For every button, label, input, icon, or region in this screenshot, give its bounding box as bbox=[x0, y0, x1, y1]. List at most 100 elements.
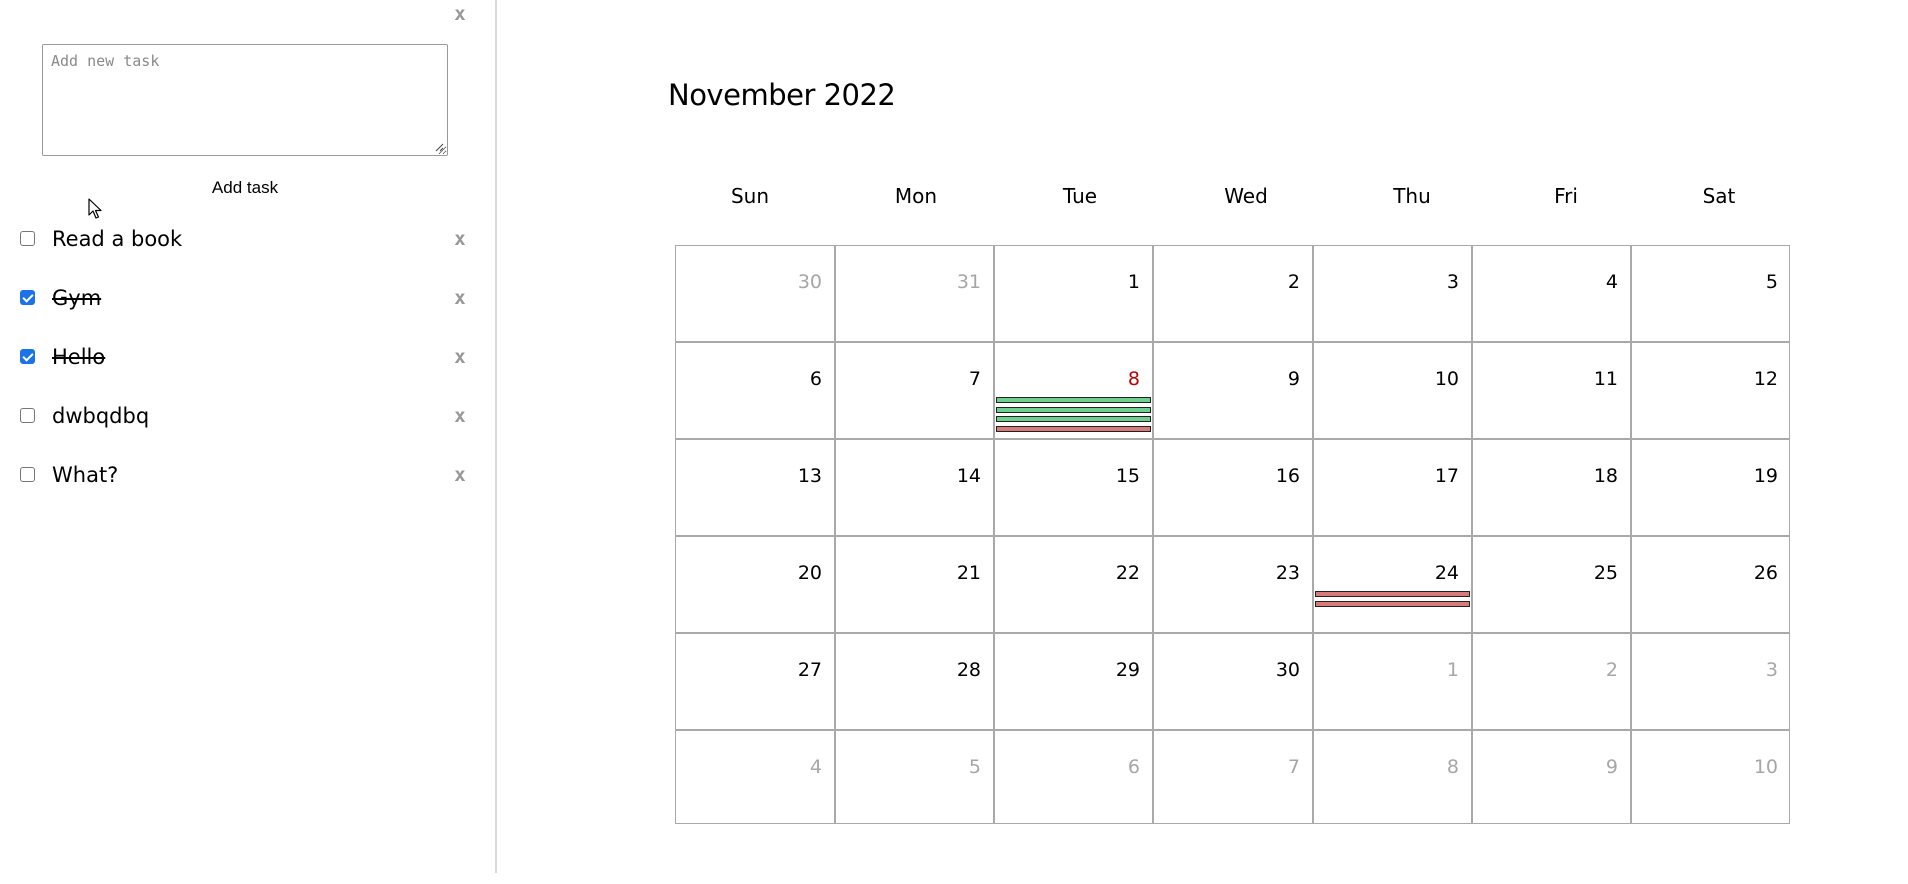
day-cell[interactable]: 20 bbox=[676, 537, 836, 634]
day-cell[interactable]: 3 bbox=[1632, 634, 1790, 731]
day-cell[interactable]: 21 bbox=[836, 537, 995, 634]
day-number: 16 bbox=[1275, 465, 1300, 487]
task-checkbox[interactable] bbox=[20, 290, 35, 305]
task-checkbox[interactable] bbox=[20, 349, 35, 364]
day-cell[interactable]: 9 bbox=[1473, 731, 1632, 824]
remove-task-button[interactable]: x bbox=[454, 405, 466, 427]
day-cell[interactable]: 26 bbox=[1632, 537, 1790, 634]
day-number: 17 bbox=[1434, 465, 1459, 487]
day-number: 3 bbox=[1446, 271, 1459, 293]
day-number: 12 bbox=[1753, 368, 1778, 390]
day-number: 26 bbox=[1753, 562, 1778, 584]
day-cell[interactable]: 25 bbox=[1473, 537, 1632, 634]
day-number: 1 bbox=[1446, 659, 1459, 681]
day-number: 9 bbox=[1287, 368, 1300, 390]
remove-task-button[interactable]: x bbox=[454, 228, 466, 250]
remove-task-button[interactable]: x bbox=[454, 287, 466, 309]
task-checkbox[interactable] bbox=[20, 408, 35, 423]
day-number: 23 bbox=[1275, 562, 1300, 584]
weekday-label: Wed bbox=[1224, 184, 1268, 208]
day-cell[interactable]: 10 bbox=[1632, 731, 1790, 824]
day-cell[interactable]: 1 bbox=[995, 246, 1154, 343]
day-cell[interactable]: 30 bbox=[676, 246, 836, 343]
day-number: 22 bbox=[1115, 562, 1140, 584]
day-cell[interactable]: 4 bbox=[676, 731, 836, 824]
day-number: 19 bbox=[1753, 465, 1778, 487]
task-checkbox[interactable] bbox=[20, 231, 35, 246]
weekday-label: Tue bbox=[1062, 184, 1098, 208]
pending-task-bar[interactable] bbox=[996, 425, 1151, 432]
weekday-label: Sat bbox=[1702, 184, 1736, 208]
day-number: 10 bbox=[1753, 756, 1778, 778]
day-cell[interactable]: 2 bbox=[1154, 246, 1314, 343]
day-number: 15 bbox=[1115, 465, 1140, 487]
day-cell[interactable]: 2 bbox=[1473, 634, 1632, 731]
day-cell[interactable]: 10 bbox=[1314, 343, 1473, 440]
day-number: 8 bbox=[1127, 368, 1140, 390]
day-cell[interactable]: 19 bbox=[1632, 440, 1790, 537]
day-cell[interactable]: 31 bbox=[836, 246, 995, 343]
completed-task-bar[interactable] bbox=[996, 416, 1151, 422]
day-cell[interactable]: 3 bbox=[1314, 246, 1473, 343]
day-cell[interactable]: 9 bbox=[1154, 343, 1314, 440]
day-number: 3 bbox=[1765, 659, 1778, 681]
day-number: 5 bbox=[1765, 271, 1778, 293]
day-cell[interactable]: 8 bbox=[1314, 731, 1473, 824]
day-number: 7 bbox=[1287, 756, 1300, 778]
day-cell[interactable]: 14 bbox=[836, 440, 995, 537]
day-cell[interactable]: 28 bbox=[836, 634, 995, 731]
month-title: November 2022 bbox=[668, 78, 896, 112]
day-cell[interactable]: 12 bbox=[1632, 343, 1790, 440]
completed-task-bar[interactable] bbox=[996, 406, 1151, 413]
pending-task-bar[interactable] bbox=[1315, 600, 1470, 607]
day-cell[interactable]: 27 bbox=[676, 634, 836, 731]
day-number: 30 bbox=[1275, 659, 1300, 681]
day-cell[interactable]: 15 bbox=[995, 440, 1154, 537]
day-cell[interactable]: 6 bbox=[995, 731, 1154, 824]
day-cell[interactable]: 18 bbox=[1473, 440, 1632, 537]
day-cell[interactable]: 4 bbox=[1473, 246, 1632, 343]
day-cell[interactable]: 17 bbox=[1314, 440, 1473, 537]
task-label: What? bbox=[52, 463, 119, 487]
day-cell[interactable]: 7 bbox=[1154, 731, 1314, 824]
new-task-input[interactable] bbox=[42, 44, 448, 156]
pending-task-bar[interactable] bbox=[1315, 591, 1470, 597]
task-label: Gym bbox=[52, 286, 102, 310]
day-number: 13 bbox=[797, 465, 822, 487]
weekday-label: Fri bbox=[1554, 184, 1578, 208]
day-cell[interactable]: 8 bbox=[995, 343, 1154, 440]
day-cell[interactable]: 22 bbox=[995, 537, 1154, 634]
day-cell[interactable]: 7 bbox=[836, 343, 995, 440]
day-cell[interactable]: 11 bbox=[1473, 343, 1632, 440]
completed-task-bar[interactable] bbox=[996, 397, 1151, 403]
remove-task-button[interactable]: x bbox=[454, 464, 466, 486]
day-number: 29 bbox=[1115, 659, 1140, 681]
task-label: Hello bbox=[52, 345, 106, 369]
day-cell[interactable]: 6 bbox=[676, 343, 836, 440]
task-item: What? x bbox=[0, 457, 480, 493]
day-number: 11 bbox=[1593, 368, 1618, 390]
day-number: 18 bbox=[1593, 465, 1618, 487]
day-cell[interactable]: 1 bbox=[1314, 634, 1473, 731]
task-sidebar: x Add task Read a bookxGymxHelloxdwbqdbq… bbox=[0, 0, 497, 873]
weekday-label: Sun bbox=[730, 184, 770, 208]
add-task-button[interactable]: Add task bbox=[190, 176, 300, 200]
task-checkbox[interactable] bbox=[20, 467, 35, 482]
weekday-label: Thu bbox=[1393, 184, 1431, 208]
day-number: 7 bbox=[968, 368, 981, 390]
day-cell[interactable]: 30 bbox=[1154, 634, 1314, 731]
day-cell[interactable]: 5 bbox=[1632, 246, 1790, 343]
remove-task-button[interactable]: x bbox=[454, 346, 466, 368]
day-number: 10 bbox=[1434, 368, 1459, 390]
task-label: Read a book bbox=[52, 227, 183, 251]
day-number: 27 bbox=[797, 659, 822, 681]
day-cell[interactable]: 16 bbox=[1154, 440, 1314, 537]
day-cell[interactable]: 13 bbox=[676, 440, 836, 537]
day-cell[interactable]: 24 bbox=[1314, 537, 1473, 634]
day-cell[interactable]: 29 bbox=[995, 634, 1154, 731]
day-number: 31 bbox=[956, 271, 981, 293]
day-cell[interactable]: 5 bbox=[836, 731, 995, 824]
day-cell[interactable]: 23 bbox=[1154, 537, 1314, 634]
day-number: 2 bbox=[1287, 271, 1300, 293]
close-sidebar-button[interactable]: x bbox=[454, 3, 466, 25]
